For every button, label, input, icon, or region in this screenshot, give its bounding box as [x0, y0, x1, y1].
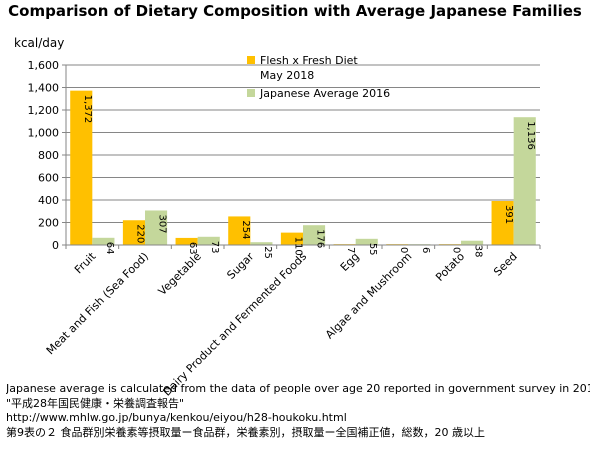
y-tick-label: 400: [38, 194, 59, 207]
data-label: 38: [473, 245, 484, 258]
category-label: Potato: [433, 250, 467, 284]
data-label: 64: [104, 242, 115, 255]
note-source-link[interactable]: http://www.mhlw.go.jp/bunya/kenkou/eiyou…: [6, 411, 347, 424]
category-label: Fruit: [72, 249, 99, 276]
data-label: 254: [240, 220, 251, 239]
y-tick-label: 1,000: [28, 127, 60, 140]
bar: [92, 237, 115, 245]
category-label: Sugar: [224, 250, 256, 282]
bar: [513, 117, 536, 245]
y-tick-label: 1,200: [28, 104, 60, 117]
bar: [250, 242, 273, 245]
note-survey-description: Japanese average is calculated from the …: [6, 382, 590, 395]
legend-label-flesh-fresh-line2: May 2018: [260, 69, 314, 82]
data-label: 307: [157, 214, 168, 233]
note-report-title: "平成28年国民健康・栄養調査報告": [6, 396, 185, 410]
legend-swatch-flesh-fresh: [247, 56, 255, 64]
y-tick-label: 1,400: [28, 82, 60, 95]
data-label: 1,372: [82, 95, 93, 124]
category-label: Seed: [491, 250, 520, 279]
data-label: 391: [503, 205, 514, 224]
legend: Flesh x Fresh Diet May 2018 Japanese Ave…: [247, 54, 390, 100]
chart-title: Comparison of Dietary Composition with A…: [8, 2, 582, 20]
y-tick-label: 1,600: [28, 59, 60, 72]
y-tick-label: 0: [52, 239, 59, 252]
bar: [228, 216, 251, 245]
y-tick-label: 800: [38, 149, 59, 162]
data-label: 1,136: [525, 121, 536, 150]
data-label: 176: [315, 229, 326, 248]
data-label: 55: [367, 243, 378, 256]
bar: [175, 237, 198, 245]
data-label: 0: [398, 247, 409, 253]
bar: [197, 236, 220, 245]
data-label: 25: [262, 246, 273, 259]
bar: [145, 210, 168, 245]
y-tick-label: 600: [38, 172, 59, 185]
category-label: Algae and Mushroom: [323, 250, 414, 341]
data-label: 110: [292, 237, 303, 256]
bar: [303, 225, 326, 245]
bar: [491, 201, 514, 245]
bar: [70, 90, 93, 246]
data-label: 63: [187, 242, 198, 255]
data-label: 0: [450, 247, 461, 253]
data-label: 73: [209, 241, 220, 254]
legend-label-japanese-average: Japanese Average 2016: [259, 87, 390, 100]
data-label: 7: [345, 247, 356, 253]
category-label: Egg: [338, 250, 362, 274]
data-label: 220: [134, 224, 145, 243]
bars: [65, 90, 541, 249]
bar: [280, 232, 303, 245]
y-tick-label: 200: [38, 217, 59, 230]
note-table-reference: 第9表の２ 食品群別栄養素等摂取量ー食品群，栄養素別，摂取量ー全国補正値，総数，…: [6, 425, 485, 439]
data-label: 6: [420, 247, 431, 253]
bar: [461, 240, 484, 245]
bar: [355, 238, 378, 245]
y-axis-ticks: 0 200 400 600 800 1,000 1,200 1,400 1,600: [28, 59, 67, 252]
category-label: Vegetable: [156, 250, 204, 298]
footnotes: Japanese average is calculated from the …: [6, 382, 590, 440]
legend-label-flesh-fresh-line1: Flesh x Fresh Diet: [260, 54, 358, 67]
bar: [122, 220, 145, 245]
data-labels: 1,372 64 220 307 63 73 254 25 110 176 7 55 0 6 0 38 391 1…: [82, 95, 536, 259]
y-axis-label: kcal/day: [14, 36, 64, 50]
legend-swatch-japanese-average: [247, 89, 255, 97]
category-label: Meat and Fish (Sea Food): [44, 250, 151, 357]
